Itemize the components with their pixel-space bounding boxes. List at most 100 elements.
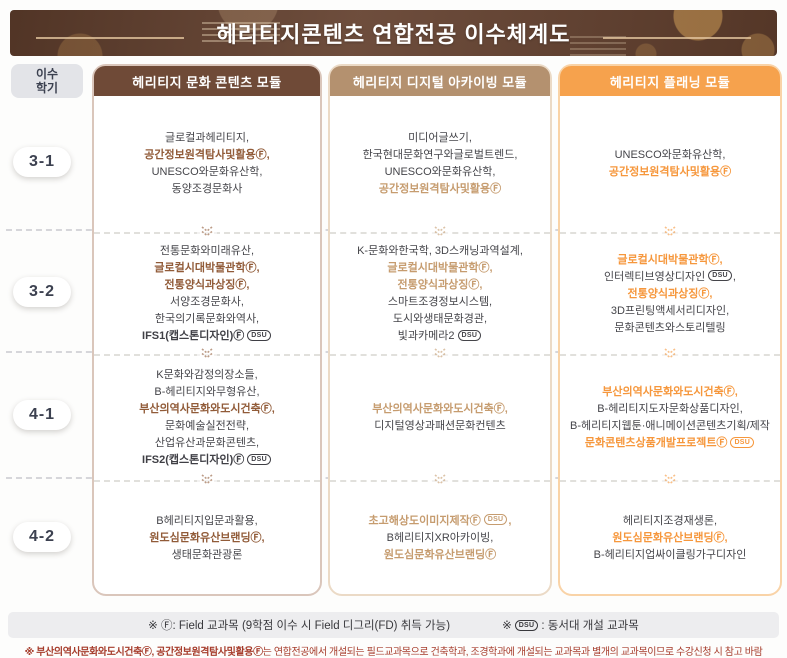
semester-pill: 3-2 — [13, 277, 71, 307]
cell-3-1-module3: UNESCO와문화유산학, 공간정보원격탐사및활용Ⓕ — [560, 96, 780, 232]
cell-4-2-module2: 초고해상도이미지제작Ⓕ DSU, B헤리티지XR아카이빙, 원도심문화유산브랜딩Ⓕ — [330, 474, 550, 594]
chevron-down-icon — [660, 348, 680, 359]
module-header: 헤리티지 플래닝 모듈 — [560, 66, 780, 96]
course-line: 헤리티지조경재생론, — [622, 514, 718, 527]
module-header: 헤리티지 문화 콘텐츠 모듈 — [94, 66, 320, 96]
chevron-down-icon — [197, 474, 217, 485]
chevron-down-icon — [197, 348, 217, 359]
cell-3-1-module1: 글로컬과헤리티지, 공간정보원격탐사및활용Ⓕ, UNESCO와문화유산학, 동양조경문… — [94, 96, 320, 232]
course-line: 초고해상도이미지제작Ⓕ DSU, — [368, 514, 512, 527]
footnote: ※ 부산의역사문화와도시건축Ⓕ, 공간정보원격탐사및활용Ⓕ는 연합전공에서 개설… — [0, 643, 787, 658]
footnote-text: 는 연합전공에서 개설되는 필드교과목으로 건축학과, 조경학과에 개설되는 교… — [262, 647, 763, 658]
dsu-badge: DSU — [247, 329, 271, 341]
course-line: 산업유산과문화콘텐츠, — [154, 437, 260, 449]
course-line: K-문화와한국학, 3D스캐닝과역설계, — [357, 245, 523, 257]
module-cells: 글로컬과헤리티지, 공간정보원격탐사및활용Ⓕ, UNESCO와문화유산학, 동양조경문… — [94, 96, 320, 594]
course-line: B헤리티지XR아카이빙, — [386, 531, 494, 544]
course-line: 원도심문화유산브랜딩Ⓕ — [383, 548, 497, 561]
semester-pill: 4-2 — [13, 522, 71, 552]
course-line: UNESCO와문화유산학, — [614, 149, 726, 161]
semester-pill: 4-1 — [13, 400, 71, 430]
course-line: B헤리티지입문과활용, — [156, 514, 258, 527]
course-line: 글로컬시대박물관학Ⓕ, — [154, 262, 260, 274]
cell-3-2-module1: 전통문화와미래유산, 글로컬시대박물관학Ⓕ, 전통양식과상징Ⓕ, 서양조경문화사, 한국… — [94, 226, 320, 354]
chevron-down-icon — [430, 348, 450, 359]
course-line: 부산의역사문화와도시건축Ⓕ, — [139, 403, 275, 415]
chevron-down-icon — [430, 474, 450, 485]
course-line: 빛과카메라2 DSU — [398, 328, 482, 345]
cell-4-1-module3: 부산의역사문화와도시건축Ⓕ, B-헤리티지도자문화상품디자인, B-헤리티지웹툰·애… — [560, 348, 780, 480]
dsu-badge: DSU — [457, 329, 482, 341]
chevron-down-icon — [660, 474, 680, 485]
cell-3-2-module3: 글로컬시대박물관학Ⓕ, 인터렉티브영상디자인 DSU, 전통양식과상징Ⓕ, 3D프린팅액… — [560, 226, 780, 354]
semester-column-header: 이수 학기 — [11, 64, 83, 98]
module-cells: 미디어글쓰기, 한국현대문화연구와글로벌트렌드, UNESCO와문화유산학, 공간정보… — [330, 96, 550, 594]
cell-3-1-module2: 미디어글쓰기, 한국현대문화연구와글로벌트렌드, UNESCO와문화유산학, 공간정보… — [330, 96, 550, 232]
module-header: 헤리티지 디지털 아카이빙 모듈 — [330, 66, 550, 96]
module-cells: UNESCO와문화유산학, 공간정보원격탐사및활용Ⓕ 글로컬시대박물관학Ⓕ, 인터렉티… — [560, 96, 780, 594]
course-line: 서양조경문화사, — [170, 296, 244, 308]
dsu-badge: DSU — [514, 620, 539, 632]
course-line: 문화예술실전전략, — [164, 420, 249, 432]
course-line: 전통양식과상징Ⓕ, — [627, 287, 713, 300]
cell-4-1-module1: K문화와감정의장소들, B-헤리티지와무형유산, 부산의역사문화와도시건축Ⓕ, 문화예… — [94, 348, 320, 480]
module-card-digital-archiving: 헤리티지 디지털 아카이빙 모듈 미디어글쓰기, 한국현대문화연구와글로벌트렌드,… — [328, 64, 552, 596]
course-line: 동양조경문화사 — [171, 183, 243, 195]
legend-field-note: ※ Ⓕ: Field 교과목 (9학점 이수 시 Field 디그리(FD) 취… — [148, 620, 451, 632]
page-title: 헤리티지콘텐츠 연합전공 이수체계도 — [216, 22, 571, 47]
course-line: 글로컬과헤리티지, — [164, 132, 249, 144]
course-line: 전통양식과상징Ⓕ, — [164, 279, 250, 291]
course-line: 한국의기록문화와역사, — [154, 313, 260, 325]
course-line: B-헤리티지업싸이클링가구디자인 — [593, 548, 747, 561]
footnote-course-names: ※ 부산의역사문화와도시건축Ⓕ, 공간정보원격탐사및활용Ⓕ — [24, 647, 263, 658]
title-decor-line-right — [603, 37, 751, 39]
chevron-down-icon — [430, 226, 450, 237]
course-line: 생태문화관광론 — [171, 548, 243, 561]
title-decor-speed-lines — [570, 36, 626, 56]
cell-3-2-module2: K-문화와한국학, 3D스캐닝과역설계, 글로컬시대박물관학Ⓕ, 전통양식과상징Ⓕ,… — [330, 226, 550, 354]
course-line: B-헤리티지웹툰·애니메이션콘텐츠기획/제작 — [570, 420, 770, 432]
course-line: 전통양식과상징Ⓕ, — [397, 279, 483, 291]
chevron-down-icon — [197, 226, 217, 237]
module-card-culture-contents: 헤리티지 문화 콘텐츠 모듈 글로컬과헤리티지, 공간정보원격탐사및활용Ⓕ, UNE… — [92, 64, 322, 596]
chevron-down-icon — [660, 226, 680, 237]
course-line: 스마트조경정보시스템, — [387, 296, 493, 308]
course-line: 전통문화와미래유산, — [159, 245, 255, 257]
title-decor-line-left — [36, 37, 184, 39]
dsu-badge: DSU — [730, 436, 755, 448]
semester-pill: 3-1 — [13, 147, 71, 177]
legend-dsu-note: ※ DSU: 동서대 개설 교과목 — [502, 620, 639, 632]
course-line: 공간정보원격탐사및활용Ⓕ — [608, 166, 732, 178]
course-line: 부산의역사문화와도시건축Ⓕ, — [372, 403, 508, 415]
course-line: 공간정보원격탐사및활용Ⓕ — [378, 183, 502, 195]
course-line: 미디어글쓰기, — [408, 132, 472, 144]
cell-4-2-module1: B헤리티지입문과활용, 원도심문화유산브랜딩Ⓕ, 생태문화관광론 — [94, 474, 320, 594]
module-card-planning: 헤리티지 플래닝 모듈 UNESCO와문화유산학, 공간정보원격탐사및활용Ⓕ 글로컬… — [558, 64, 782, 596]
cell-4-1-module2: 부산의역사문화와도시건축Ⓕ, 디지털영상과패션문화컨텐츠 — [330, 348, 550, 480]
course-line: 문화콘텐츠상품개발프로젝트Ⓕ DSU — [585, 435, 755, 452]
course-line: UNESCO와문화유산학, — [384, 166, 496, 178]
course-line: B-헤리티지와무형유산, — [154, 386, 260, 398]
dsu-badge: DSU — [247, 453, 271, 465]
course-line: 원도심문화유산브랜딩Ⓕ, — [612, 531, 728, 544]
title-decor-speed-lines — [202, 22, 280, 42]
course-line: 공간정보원격탐사및활용Ⓕ, — [144, 149, 270, 161]
course-line: IFS1(캡스톤디자인)Ⓕ DSU — [142, 328, 272, 345]
course-line: 인터렉티브영상디자인 DSU, — [604, 270, 736, 283]
course-line: 3D프린팅액세서리디자인, — [610, 304, 730, 317]
course-line: K문화와감정의장소들, — [156, 369, 258, 381]
course-line: 부산의역사문화와도시건축Ⓕ, — [602, 386, 738, 398]
course-line: 한국현대문화연구와글로벌트렌드, — [362, 149, 518, 161]
dsu-badge: DSU — [483, 514, 508, 526]
dsu-badge: DSU — [708, 270, 732, 282]
legend-bar: ※ Ⓕ: Field 교과목 (9학점 이수 시 Field 디그리(FD) 취… — [8, 612, 779, 638]
course-line: 글로컬시대박물관학Ⓕ, — [617, 253, 723, 266]
course-line: 도시와생태문화경관, — [392, 313, 488, 325]
course-line: B-헤리티지도자문화상품디자인, — [597, 403, 743, 415]
title-bar: 헤리티지콘텐츠 연합전공 이수체계도 — [10, 10, 777, 56]
course-line: 글로컬시대박물관학Ⓕ, — [387, 262, 493, 274]
course-line: IFS2(캡스톤디자인)Ⓕ DSU — [142, 452, 272, 469]
course-line: 문화콘텐츠와스토리텔링 — [614, 321, 726, 334]
course-line: 원도심문화유산브랜딩Ⓕ, — [149, 531, 265, 544]
course-line: 디지털영상과패션문화컨텐츠 — [374, 420, 506, 432]
